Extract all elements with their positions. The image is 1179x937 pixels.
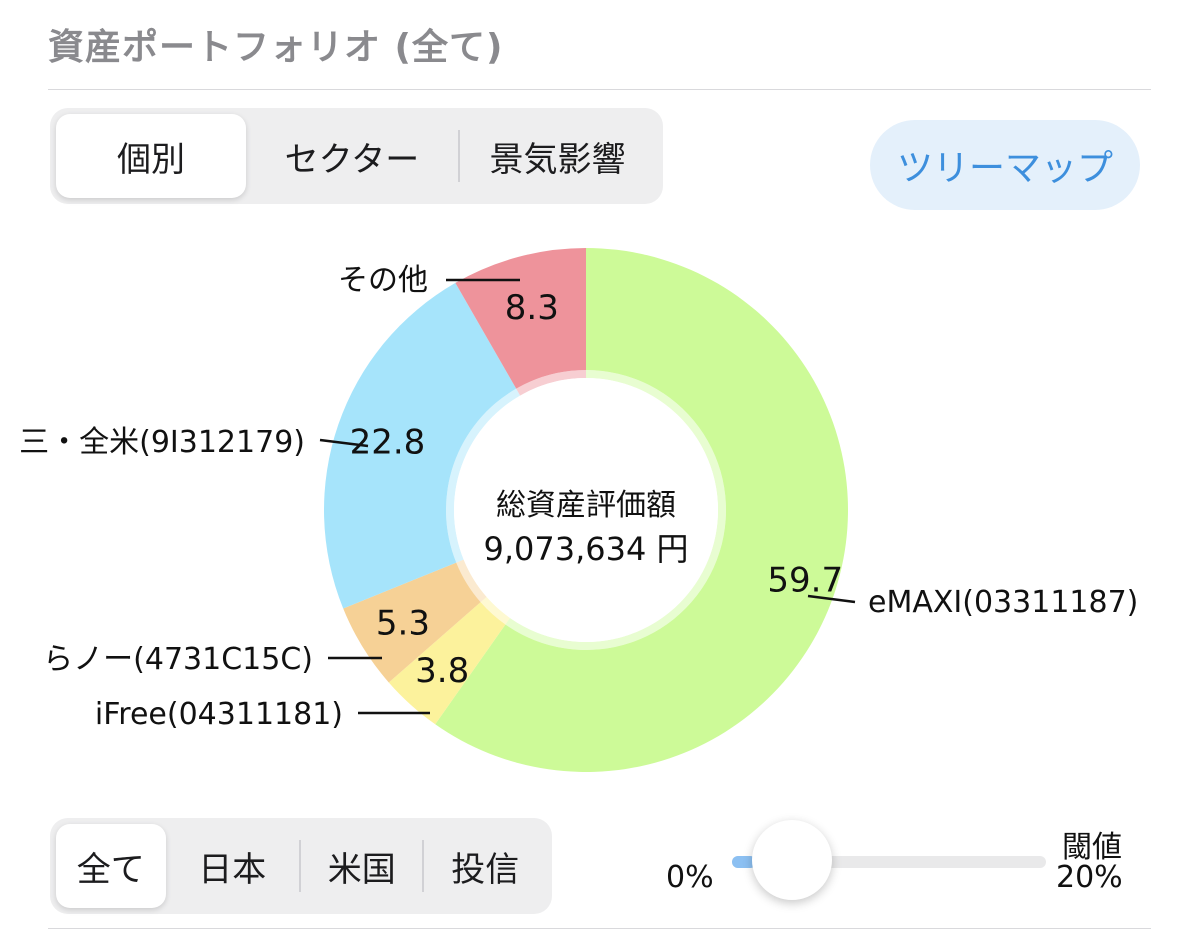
tab-individual[interactable]: 個別 (56, 114, 246, 198)
threshold-value: 20% (1056, 860, 1123, 895)
slice-emaxi-03311187[interactable] (435, 248, 849, 772)
tab-us[interactable]: 米国 (327, 849, 396, 890)
threshold-slider-fill (732, 856, 756, 868)
slice-value-label: 8.3 (505, 288, 559, 328)
slice-ifree-04311181[interactable] (388, 602, 506, 725)
donut-center (454, 378, 718, 642)
slice-name-label: 三・全米(9I312179) (19, 425, 305, 460)
tab-separator (458, 130, 460, 182)
tab-separator (299, 840, 301, 892)
slice-name-label: その他 (338, 263, 428, 298)
threshold-label: 閾値 (1062, 830, 1122, 865)
header-divider (48, 89, 1151, 90)
tab-sector[interactable]: セクター (284, 139, 420, 180)
slice-inner-ring (446, 388, 521, 563)
view-segmented-control: 個別 セクター 景気影響 (50, 108, 663, 204)
slice-9i312179[interactable] (324, 282, 517, 609)
center-title: 総資産評価額 (496, 488, 676, 523)
footer-divider (48, 928, 1151, 929)
slice-value-label: 5.3 (376, 604, 430, 644)
slice-value-label: 59.7 (767, 560, 843, 600)
slice-name-label: らノー(4731C15C) (43, 642, 313, 677)
treemap-button[interactable]: ツリーマップ (870, 120, 1140, 210)
slice-inner-ring (456, 559, 487, 603)
slice-value-label: 3.8 (415, 651, 469, 691)
leader-line (807, 594, 856, 604)
page-title: 資産ポートフォリオ (全て) (48, 27, 504, 68)
tab-economic-impact[interactable]: 景気影響 (489, 139, 626, 180)
tab-investment-trust[interactable]: 投信 (451, 849, 520, 890)
slice-value-label: 22.8 (350, 423, 426, 463)
slice-name-label: eMAXI(03311187) (868, 585, 1138, 620)
slice-inner-ring (480, 596, 511, 625)
tab-separator (422, 840, 425, 892)
center-value: 9,073,634 円 (483, 530, 688, 568)
tab-all[interactable]: 全て (56, 824, 166, 908)
slice-inner-ring (516, 370, 586, 396)
tab-japan[interactable]: 日本 (198, 849, 267, 890)
threshold-slider-thumb[interactable] (752, 820, 832, 900)
slice-4731c15c[interactable] (343, 562, 481, 683)
threshold-min-label: 0% (666, 860, 714, 895)
leader-line (319, 438, 369, 448)
slice-other[interactable] (455, 248, 586, 389)
portfolio-donut-chart: 59.7 eMAXI(03311187) 3.8 iFree(04311181) 5.3… (19, 248, 1138, 772)
market-segmented-control: 全て 日本 米国 投信 (50, 818, 552, 914)
slice-name-label: iFree(04311181) (95, 697, 343, 732)
